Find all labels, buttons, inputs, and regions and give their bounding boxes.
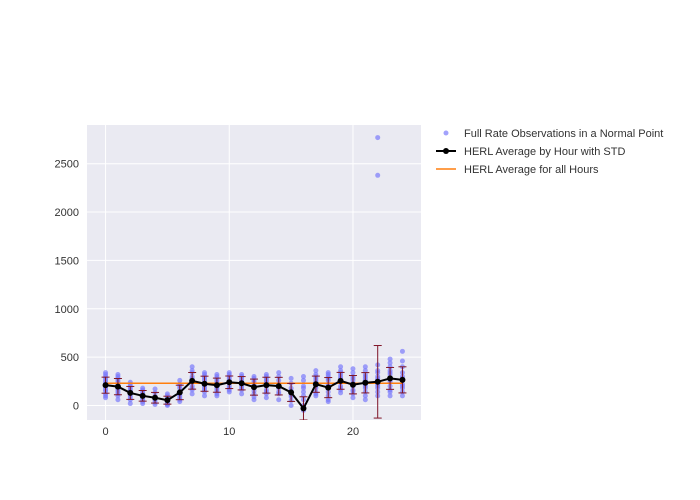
hourly-mean-marker bbox=[103, 382, 109, 388]
y-tick-label: 2000 bbox=[55, 207, 79, 219]
scatter-point bbox=[252, 397, 257, 402]
scatter-point bbox=[128, 401, 133, 406]
y-tick-label: 1000 bbox=[55, 304, 79, 316]
legend-label: Full Rate Observations in a Normal Point bbox=[464, 128, 663, 140]
hourly-mean-marker bbox=[338, 378, 344, 384]
hourly-mean-marker bbox=[300, 405, 306, 411]
scatter-point bbox=[115, 397, 120, 402]
y-tick-label: 0 bbox=[73, 400, 79, 412]
scatter-point bbox=[289, 376, 294, 381]
scatter-point bbox=[202, 393, 207, 398]
scatter-point bbox=[388, 357, 393, 362]
scatter-point bbox=[313, 368, 318, 373]
legend-marker-icon bbox=[443, 148, 449, 154]
hourly-mean-marker bbox=[399, 377, 405, 383]
scatter-point bbox=[400, 359, 405, 364]
scatter-point bbox=[350, 366, 355, 371]
hourly-mean-marker bbox=[140, 393, 146, 399]
legend: Full Rate Observations in a Normal Point… bbox=[436, 128, 663, 176]
scatter-point bbox=[375, 135, 380, 140]
chart-container: 0 10 20 0 500 1000 1500 2000 2500 Full Rate Obser… bbox=[0, 0, 700, 500]
scatter-point bbox=[388, 389, 393, 394]
hourly-mean-marker bbox=[127, 390, 133, 396]
hourly-mean-marker bbox=[263, 382, 269, 388]
scatter-point bbox=[301, 374, 306, 379]
hourly-mean-marker bbox=[214, 382, 220, 388]
hourly-mean-marker bbox=[313, 381, 319, 387]
scatter-point bbox=[103, 395, 108, 400]
hourly-mean-marker bbox=[325, 385, 331, 391]
scatter-point bbox=[363, 364, 368, 369]
scatter-point bbox=[375, 173, 380, 178]
scatter-point bbox=[400, 349, 405, 354]
hourly-mean-marker bbox=[189, 378, 195, 384]
hourly-mean-marker bbox=[276, 383, 282, 389]
hourly-mean-marker bbox=[202, 381, 208, 387]
chart-svg: 0 10 20 0 500 1000 1500 2000 2500 Full Rate Obser… bbox=[0, 0, 700, 500]
hourly-mean-marker bbox=[251, 384, 257, 390]
hourly-mean-marker bbox=[387, 375, 393, 381]
hourly-mean-marker bbox=[226, 379, 232, 385]
legend-label: HERL Average for all Hours bbox=[464, 164, 599, 176]
scatter-point bbox=[301, 386, 306, 391]
scatter-point bbox=[338, 364, 343, 369]
hourly-mean-marker bbox=[375, 379, 381, 385]
legend-label: HERL Average by Hour with STD bbox=[464, 146, 625, 158]
hourly-mean-marker bbox=[152, 395, 158, 401]
y-tick-label: 2500 bbox=[55, 159, 79, 171]
x-tick-label: 10 bbox=[223, 426, 235, 438]
scatter-point bbox=[165, 391, 170, 396]
scatter-point bbox=[177, 378, 182, 383]
x-tick-label: 20 bbox=[347, 426, 359, 438]
hourly-mean-marker bbox=[115, 384, 121, 390]
scatter-point bbox=[363, 397, 368, 402]
hourly-mean-marker bbox=[239, 380, 245, 386]
x-tick-label: 0 bbox=[102, 426, 108, 438]
scatter-point bbox=[103, 370, 108, 375]
hourly-mean-marker bbox=[164, 397, 170, 403]
scatter-point bbox=[326, 372, 331, 377]
scatter-point bbox=[214, 372, 219, 377]
y-tick-label: 1500 bbox=[55, 255, 79, 267]
hourly-mean-marker bbox=[362, 380, 368, 386]
hourly-mean-marker bbox=[350, 382, 356, 388]
y-tick-label: 500 bbox=[61, 352, 79, 364]
scatter-point bbox=[153, 387, 158, 392]
scatter-point bbox=[115, 372, 120, 377]
scatter-point bbox=[289, 403, 294, 408]
scatter-point bbox=[190, 364, 195, 369]
scatter-point bbox=[276, 370, 281, 375]
legend-scatter-icon bbox=[444, 131, 449, 136]
scatter-point bbox=[276, 397, 281, 402]
hourly-mean-marker bbox=[288, 389, 294, 395]
scatter-point bbox=[264, 395, 269, 400]
hourly-mean-marker bbox=[177, 389, 183, 395]
